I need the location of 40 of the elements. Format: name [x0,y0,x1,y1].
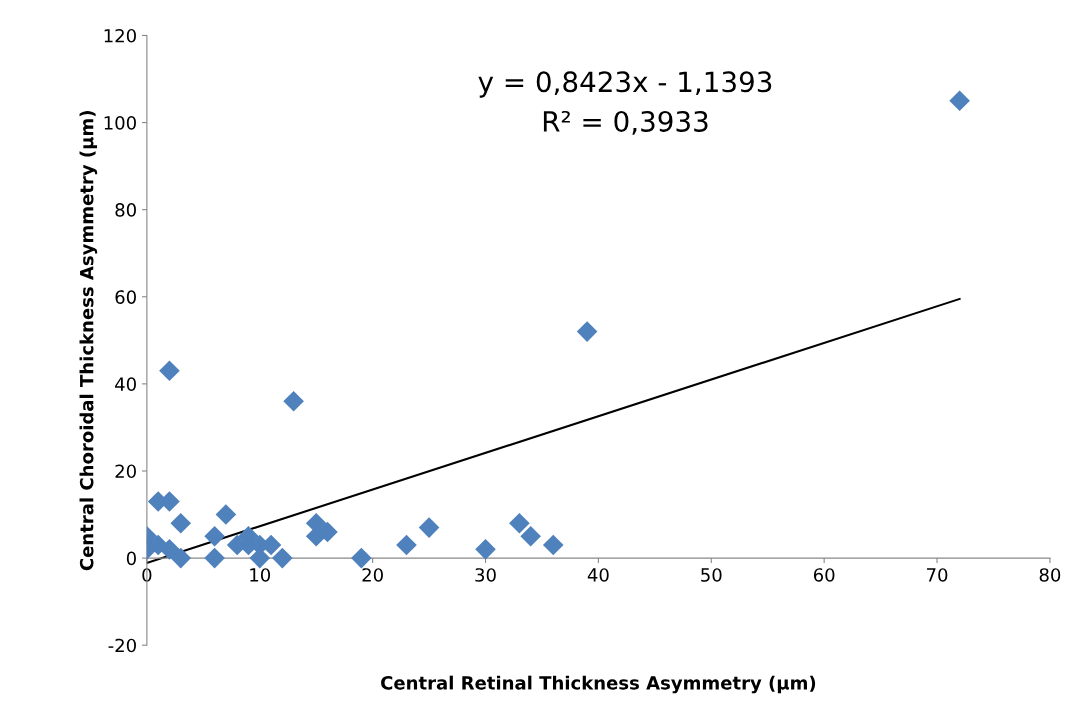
x-tick-label: 0 [142,568,152,582]
y-tick-label: 20 [115,464,136,479]
point [418,517,440,538]
point [317,521,338,543]
point [170,547,192,569]
point [576,321,598,342]
y-tick-label: 80 [115,203,136,217]
x-tick-label: 20 [362,568,383,582]
annotation: y = 0,8423x - 1,1393 [478,71,772,98]
point [170,512,192,534]
y-axis-title: Central Choroidal Thickness Asymmetry (µm) [79,111,98,571]
x-tick-label: 40 [587,568,609,582]
y-tick-label: -20 [108,638,136,653]
point [159,539,180,560]
point [272,547,293,569]
x-tick-label: 70 [927,568,948,582]
x-axis-title: Central Retinal Thickness Asymmetry (µm) [381,675,816,694]
point [204,547,225,569]
y-tick-label: 0 [126,551,136,566]
x-tick-label: 10 [250,568,271,582]
point [520,526,541,547]
point [396,534,417,556]
point [949,90,970,112]
point [159,360,180,382]
point [215,504,237,525]
point [542,534,564,556]
point [204,526,225,547]
point [351,547,372,569]
y-tick-label: 60 [115,290,136,304]
y-tick-label: 100 [104,116,136,130]
x-tick-label: 60 [813,568,835,582]
point [475,539,496,560]
point [509,512,530,534]
y-tick-label: 120 [104,28,136,43]
x-tick-label: 50 [701,568,722,582]
y-tick-label: 40 [115,377,136,391]
annotation: R² = 0,3933 [543,110,708,135]
point [283,390,304,412]
x-tick-label: 80 [1039,568,1061,582]
x-tick-label: 30 [475,568,496,582]
